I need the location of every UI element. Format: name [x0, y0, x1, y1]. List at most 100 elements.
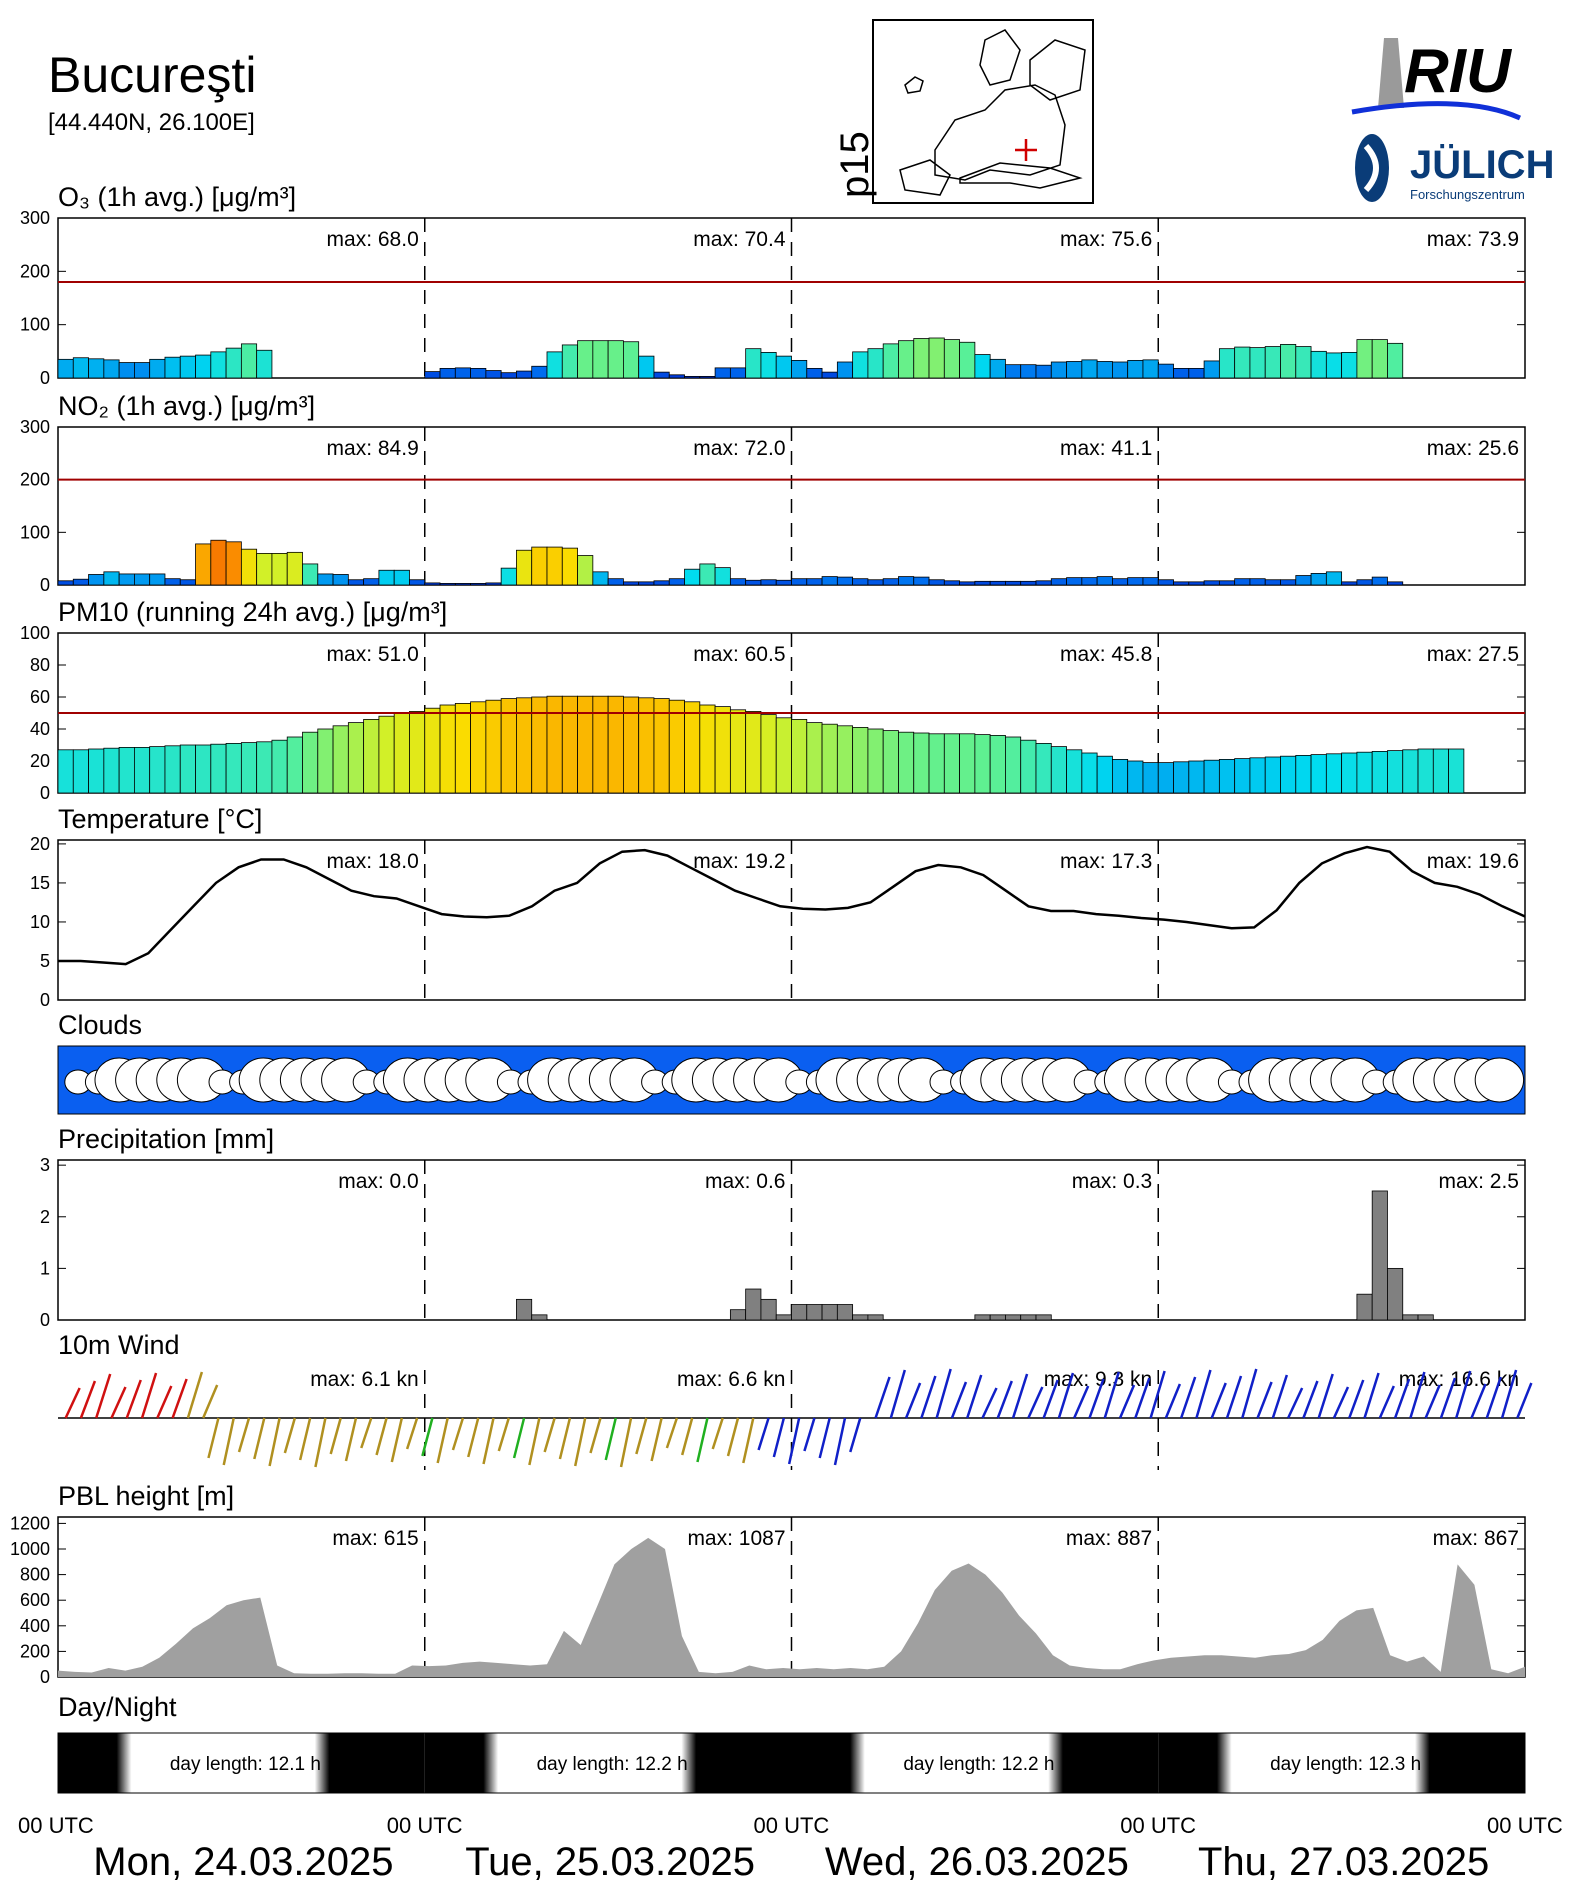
wind-barb: [543, 1417, 556, 1453]
pm10-bar: [760, 714, 777, 794]
o3-bar: [1081, 359, 1098, 379]
wind-barb: [110, 1386, 127, 1419]
europe-map-inset: p15: [833, 19, 1094, 204]
wind-barb: [757, 1417, 770, 1451]
pm10-bar: [88, 748, 105, 794]
wind-panel: 10m Wind max: 6.1 kn max: 6.6 kn max: 9.3 k…: [58, 1330, 1533, 1470]
wind-barb: [680, 1417, 694, 1456]
station-name: Bucureşti: [48, 47, 256, 103]
o3-bar: [1020, 364, 1037, 379]
no2-bar: [317, 573, 334, 586]
pbl-max-label: max: 867: [1433, 1527, 1519, 1550]
wind-barb: [467, 1417, 480, 1458]
no2-bar: [1249, 578, 1266, 586]
o3-ytick: 200: [20, 261, 50, 281]
no2-bar: [1264, 579, 1281, 586]
precip-bar: [836, 1304, 854, 1321]
o3-bar: [439, 367, 456, 379]
wind-barb: [329, 1417, 342, 1455]
temp-ytick: 0: [40, 990, 50, 1010]
pm10-bar: [668, 699, 685, 794]
wind-barb: [1164, 1383, 1182, 1419]
wind-barb: [696, 1417, 709, 1463]
no2-bar: [195, 543, 212, 586]
o3-bar: [714, 367, 731, 379]
o3-bar: [1173, 367, 1190, 379]
wind-barb: [920, 1375, 937, 1419]
pm10-bar: [1173, 761, 1190, 794]
pm10-bar: [1203, 759, 1220, 794]
no2-bar: [72, 578, 89, 586]
wind-barb: [1500, 1369, 1518, 1419]
o3-bar: [225, 347, 242, 379]
pm10-bar: [546, 695, 563, 794]
o3-max-label: max: 68.0: [327, 228, 419, 251]
pm10-bar: [72, 749, 89, 794]
wind-barb: [405, 1417, 419, 1450]
wind-barb: [966, 1374, 983, 1419]
no2-bar: [271, 553, 288, 586]
no2-bar: [439, 583, 456, 586]
o3-bar: [959, 341, 976, 379]
temp-max-label: max: 17.3: [1060, 850, 1152, 873]
no2-bar: [225, 541, 242, 586]
o3-max-label: max: 73.9: [1427, 228, 1519, 251]
o3-bar: [195, 354, 212, 379]
wind-barb: [904, 1382, 922, 1419]
wind-barb: [950, 1381, 968, 1419]
pm10-bar: [729, 709, 747, 794]
o3-bar: [103, 359, 120, 379]
no2-bar: [546, 546, 563, 586]
o3-bar: [577, 340, 594, 379]
julich-logo: JÜLICH Forschungszentrum: [1355, 134, 1554, 202]
precip-bar: [1356, 1293, 1373, 1321]
no2-bar: [1218, 580, 1236, 586]
o3-bar: [1249, 347, 1266, 379]
pbl-ytick: 1000: [10, 1539, 50, 1559]
precip-bar: [852, 1314, 869, 1321]
pm10-bar: [149, 746, 166, 794]
o3-bar: [118, 362, 135, 379]
pm10-ytick: 80: [30, 655, 50, 675]
no2-bar: [867, 579, 884, 586]
wind-barb: [1439, 1377, 1457, 1419]
pm10-bar: [1066, 749, 1083, 794]
wind-barb: [451, 1417, 465, 1451]
pm10-max-label: max: 45.8: [1060, 643, 1152, 666]
no2-bar: [668, 578, 685, 586]
precip-bar: [791, 1304, 808, 1321]
no2-max-label: max: 84.9: [327, 437, 419, 460]
no2-bar: [745, 579, 762, 586]
no2-bar: [454, 583, 471, 586]
no2-ytick: 0: [40, 575, 50, 595]
pm10-bar: [699, 704, 716, 794]
o3-bar: [1280, 343, 1297, 379]
pm10-bar: [684, 701, 701, 794]
wind-barb: [360, 1417, 373, 1449]
no2-bar: [836, 576, 854, 586]
pm10-bar: [317, 728, 334, 794]
pm10-bar: [225, 743, 242, 794]
no2-bar: [760, 579, 777, 586]
pm10-bar: [1387, 750, 1404, 794]
precip-max-label: max: 0.0: [338, 1170, 419, 1193]
pm10-bar: [134, 747, 151, 794]
no2-max-label: max: 25.6: [1427, 437, 1519, 460]
wind-barb: [95, 1373, 112, 1419]
pm10-bar: [439, 704, 456, 794]
no2-bar: [256, 553, 273, 586]
wind-barb: [558, 1417, 572, 1460]
o3-bar: [1096, 361, 1113, 379]
no2-bar: [378, 569, 395, 586]
o3-bar: [1325, 352, 1343, 379]
o3-title: O₃ (1h avg.) [μg/m³]: [58, 182, 296, 212]
no2-bar: [577, 555, 594, 586]
o3-bar: [240, 343, 258, 379]
no2-bar: [470, 583, 487, 586]
precip-bar: [806, 1304, 823, 1321]
pm10-bar: [928, 733, 945, 794]
pbl-ytick: 600: [20, 1590, 50, 1610]
pm10-bar: [1096, 755, 1113, 794]
wind-barb: [711, 1417, 724, 1450]
pm10-bar: [363, 719, 380, 794]
